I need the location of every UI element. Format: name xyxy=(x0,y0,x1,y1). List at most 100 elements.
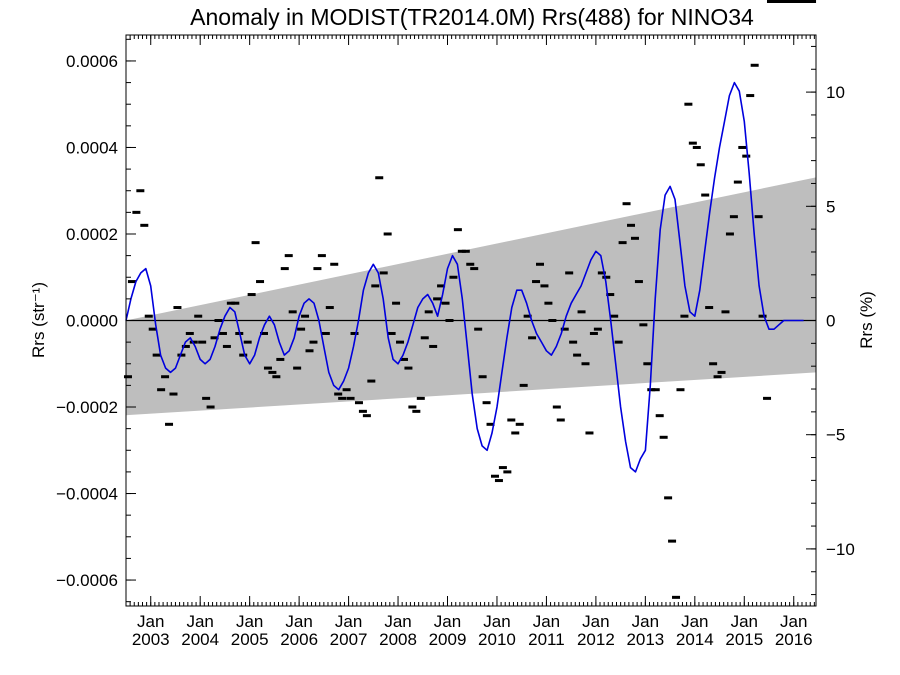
data-point xyxy=(268,370,277,374)
data-point xyxy=(210,336,219,340)
y-left-tick-label: 0.0002 xyxy=(66,225,118,244)
data-point xyxy=(288,310,297,314)
x-tick-label-year: 2016 xyxy=(775,630,813,649)
data-point xyxy=(325,306,334,310)
data-point xyxy=(379,271,388,275)
data-point xyxy=(445,319,454,322)
data-point xyxy=(482,401,491,405)
data-point xyxy=(705,306,714,310)
data-point xyxy=(231,301,240,305)
x-tick-label-month: Jan xyxy=(780,612,807,631)
data-point xyxy=(189,340,198,344)
x-tick-label-month: Jan xyxy=(483,612,510,631)
x-tick-label-month: Jan xyxy=(632,612,659,631)
y-axis-left: 0.0006 0.0004 0.0002 0.0000 −0.0002 −0.0004 −0… xyxy=(56,38,136,603)
data-point xyxy=(334,392,343,396)
data-point xyxy=(194,314,203,318)
data-point xyxy=(478,375,487,379)
data-point xyxy=(354,401,363,405)
x-tick-label-year: 2006 xyxy=(280,630,318,649)
x-tick-label-year: 2011 xyxy=(528,630,565,649)
data-point xyxy=(602,275,611,279)
data-point xyxy=(532,280,541,284)
data-point xyxy=(416,396,425,400)
data-point xyxy=(453,228,462,232)
data-point xyxy=(709,362,718,366)
x-tick-label-month: Jan xyxy=(582,612,609,631)
data-point xyxy=(148,327,157,331)
data-point xyxy=(251,241,260,245)
data-point xyxy=(763,396,772,400)
data-point xyxy=(733,180,742,184)
data-point xyxy=(198,340,207,344)
data-point xyxy=(581,362,590,366)
data-point xyxy=(330,262,339,266)
data-point xyxy=(647,388,656,392)
data-point xyxy=(449,275,458,279)
y-right-tick-label: 5 xyxy=(826,197,835,216)
data-point xyxy=(544,301,553,305)
data-point xyxy=(659,435,668,439)
data-point xyxy=(688,141,697,145)
x-tick-label-month: Jan xyxy=(335,612,362,631)
data-point xyxy=(808,0,817,3)
x-tick-label-month: Jan xyxy=(434,612,461,631)
data-point xyxy=(466,262,475,266)
data-point xyxy=(169,392,178,396)
data-point xyxy=(309,340,318,344)
data-point xyxy=(433,297,442,301)
data-point xyxy=(770,0,779,3)
data-point xyxy=(528,336,537,340)
data-point xyxy=(399,357,408,361)
x-tick-label-month: Jan xyxy=(285,612,312,631)
data-point xyxy=(548,319,557,322)
data-point xyxy=(260,331,268,335)
data-point xyxy=(610,314,619,318)
data-point xyxy=(676,388,685,392)
data-point xyxy=(672,595,681,599)
data-point xyxy=(305,349,314,353)
data-point xyxy=(293,366,302,370)
data-point xyxy=(655,414,664,418)
data-point xyxy=(338,396,347,400)
x-tick-label-month: Jan xyxy=(137,612,164,631)
data-point xyxy=(342,388,351,392)
monthly-points xyxy=(123,0,817,599)
data-point xyxy=(132,210,141,214)
y-left-tick-label: 0.0006 xyxy=(66,52,118,71)
data-point xyxy=(214,319,223,322)
data-point xyxy=(746,94,755,98)
data-point xyxy=(536,262,544,266)
data-point xyxy=(503,470,512,474)
y-left-tick-label: −0.0006 xyxy=(56,571,118,590)
data-point xyxy=(222,344,231,348)
data-point xyxy=(404,366,413,370)
data-point xyxy=(284,254,293,258)
data-point xyxy=(725,232,734,236)
data-point xyxy=(721,310,730,314)
data-point xyxy=(243,340,252,344)
x-tick-label-month: Jan xyxy=(236,612,263,631)
data-point xyxy=(313,267,322,271)
data-point xyxy=(783,0,792,3)
x-tick-label-year: 2003 xyxy=(132,630,170,649)
x-tick-label-year: 2012 xyxy=(577,630,615,649)
data-point xyxy=(362,414,371,418)
data-point xyxy=(569,340,578,344)
data-point xyxy=(664,496,673,500)
data-point xyxy=(375,176,384,180)
y-right-tick-label: −5 xyxy=(826,426,845,445)
data-point xyxy=(177,353,186,357)
data-point xyxy=(387,331,396,335)
x-tick-label-year: 2008 xyxy=(379,630,417,649)
data-point xyxy=(396,340,405,344)
x-tick-label-month: Jan xyxy=(186,612,213,631)
data-point xyxy=(429,344,438,348)
x-axis: Jan2003Jan2004Jan2005Jan2006Jan2007Jan20… xyxy=(125,35,815,649)
data-point xyxy=(614,340,623,344)
data-point xyxy=(486,422,495,426)
data-point xyxy=(618,241,627,245)
data-point xyxy=(498,466,507,470)
data-point xyxy=(280,267,289,271)
x-tick-label-year: 2015 xyxy=(725,630,763,649)
